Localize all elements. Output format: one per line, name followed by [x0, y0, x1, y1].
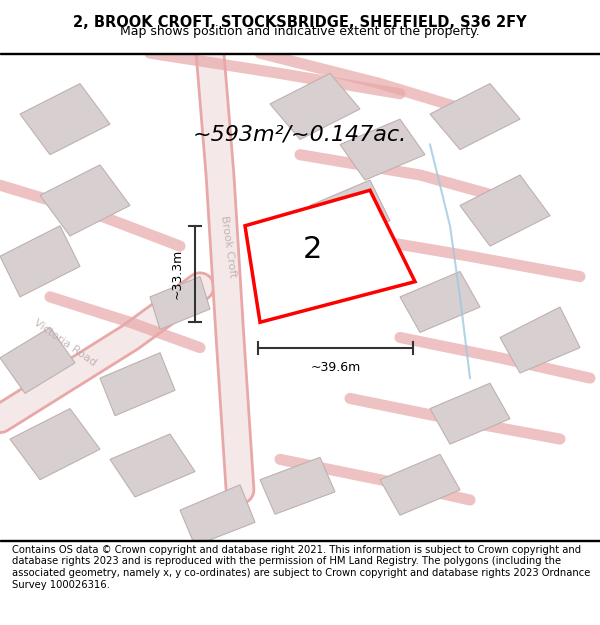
Polygon shape	[430, 84, 520, 149]
Polygon shape	[270, 73, 360, 139]
Polygon shape	[245, 190, 415, 322]
Polygon shape	[110, 434, 195, 497]
Polygon shape	[400, 271, 480, 332]
Polygon shape	[380, 454, 460, 515]
Text: 2, BROOK CROFT, STOCKSBRIDGE, SHEFFIELD, S36 2FY: 2, BROOK CROFT, STOCKSBRIDGE, SHEFFIELD,…	[73, 15, 527, 30]
Polygon shape	[180, 485, 255, 546]
Polygon shape	[40, 165, 130, 236]
Text: ~33.3m: ~33.3m	[170, 249, 184, 299]
Text: ~593m²/~0.147ac.: ~593m²/~0.147ac.	[193, 124, 407, 144]
Polygon shape	[460, 175, 550, 246]
Polygon shape	[10, 409, 100, 480]
Polygon shape	[150, 276, 210, 329]
Polygon shape	[430, 383, 510, 444]
Text: Brook Croft: Brook Croft	[218, 214, 238, 278]
Polygon shape	[310, 180, 390, 246]
Polygon shape	[500, 307, 580, 373]
Polygon shape	[0, 226, 80, 297]
Polygon shape	[20, 84, 110, 154]
Polygon shape	[100, 352, 175, 416]
Text: Victoria Road: Victoria Road	[32, 318, 98, 368]
Text: Contains OS data © Crown copyright and database right 2021. This information is : Contains OS data © Crown copyright and d…	[12, 545, 590, 589]
Text: 2: 2	[303, 236, 322, 264]
Polygon shape	[340, 119, 425, 180]
Text: ~39.6m: ~39.6m	[310, 361, 361, 374]
Polygon shape	[0, 328, 75, 393]
Text: Map shows position and indicative extent of the property.: Map shows position and indicative extent…	[120, 25, 480, 38]
Polygon shape	[260, 458, 335, 514]
